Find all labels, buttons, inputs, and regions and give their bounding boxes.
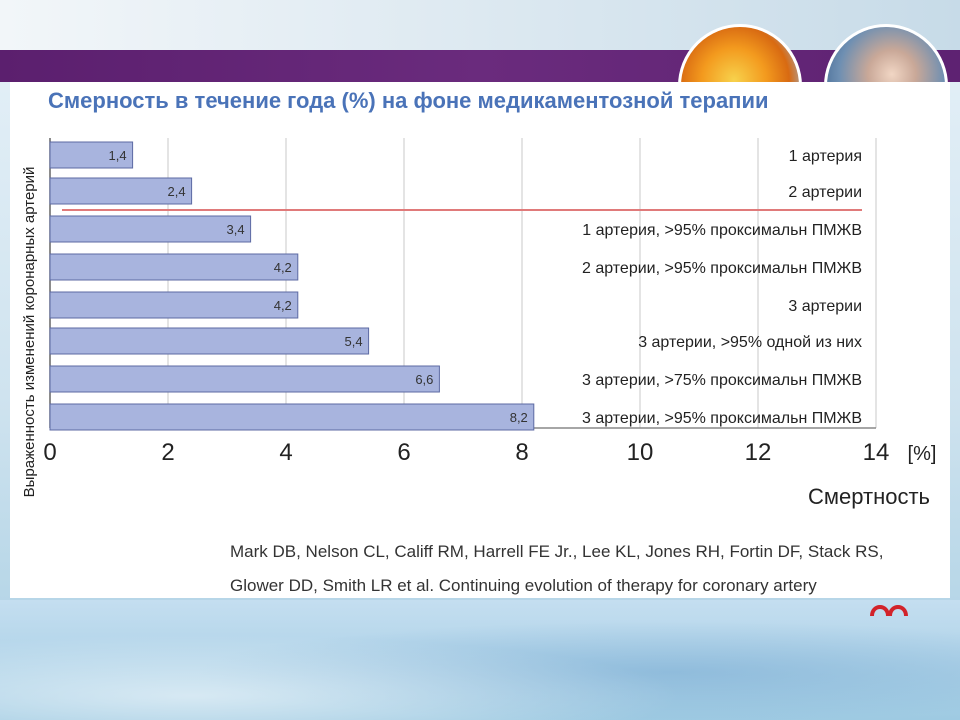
category-label-3: 2 артерии, >95% проксимальн ПМЖВ — [582, 260, 862, 277]
x-tick-label-1: 2 — [161, 439, 174, 466]
y-axis-title: Выраженность изменений коронарных артери… — [21, 167, 38, 498]
bar-1 — [49, 177, 193, 205]
brand-logo — [870, 605, 908, 617]
background-top — [0, 0, 960, 55]
x-tick-label-7: 14 — [863, 439, 890, 466]
x-tick-label-2: 4 — [279, 439, 292, 466]
x-unit-label: [%] — [908, 443, 937, 465]
x-tick-label-4: 8 — [515, 439, 528, 466]
header-band — [0, 50, 960, 82]
bar-value-label-4: 4,2 — [274, 298, 292, 313]
x-tick-label-3: 6 — [397, 439, 410, 466]
bar-3 — [49, 253, 299, 281]
bar-2 — [49, 215, 252, 243]
bar-value-label-2: 3,4 — [227, 222, 245, 237]
x-tick-label-6: 12 — [745, 439, 772, 466]
bar-value-label-1: 2,4 — [168, 184, 186, 199]
slide-title: Смерность в течение года (%) на фоне мед… — [48, 88, 769, 113]
bar-value-label-5: 5,4 — [345, 334, 363, 349]
bar-4 — [49, 291, 299, 319]
category-label-7: 3 артерии, >95% проксимальн ПМЖВ — [582, 410, 862, 427]
reference-line-1: Mark DB, Nelson CL, Califf RM, Harrell F… — [230, 542, 884, 561]
reference-line-2: Glower DD, Smith LR et al. Continuing ev… — [230, 576, 817, 595]
bar-0 — [49, 141, 134, 169]
category-label-1: 2 артерии — [788, 184, 862, 201]
x-tick-label-5: 10 — [627, 439, 654, 466]
bar-7 — [49, 403, 535, 431]
bar-6 — [49, 365, 440, 393]
category-label-4: 3 артерии — [788, 298, 862, 315]
bar-value-label-0: 1,4 — [109, 148, 127, 163]
bar-value-label-3: 4,2 — [274, 260, 292, 275]
bar-value-label-6: 6,6 — [415, 372, 433, 387]
x-axis-title: Смертность — [808, 484, 930, 509]
category-label-0: 1 артерия — [789, 148, 862, 165]
bar-5 — [49, 327, 370, 355]
background-bottom — [0, 600, 960, 720]
category-label-2: 1 артерия, >95% проксимальн ПМЖВ — [582, 222, 862, 239]
category-label-6: 3 артерии, >75% проксимальн ПМЖВ — [582, 372, 862, 389]
bar-value-label-7: 8,2 — [510, 410, 528, 425]
x-tick-label-0: 0 — [43, 439, 56, 466]
chart-area: 1,4 1 артерия 2,4 2 артерии 3,4 1 артерия, >9… — [14, 126, 950, 598]
chart: 1,4 1 артерия 2,4 2 артерии 3,4 1 артерия, >9… — [21, 138, 937, 509]
category-label-5: 3 артерии, >95% одной из них — [638, 334, 862, 351]
